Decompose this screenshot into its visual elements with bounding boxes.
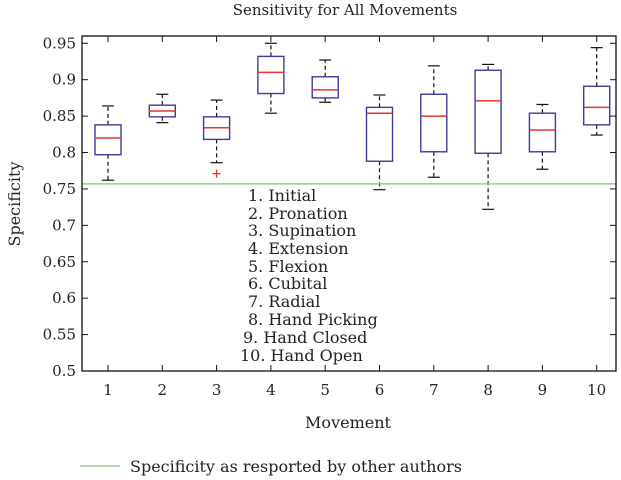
x-tick-label: 2 (158, 381, 168, 399)
y-tick-label: 0.65 (43, 253, 76, 271)
box-body (365, 106, 394, 162)
x-tick-label: 9 (538, 381, 548, 399)
box-body (474, 69, 502, 154)
box-10 (583, 47, 611, 136)
box-9 (528, 103, 557, 170)
x-tick-label: 8 (483, 381, 493, 399)
box-5 (311, 59, 339, 103)
outlier-point (212, 169, 221, 178)
movement-list-item: 5. Flexion (248, 257, 328, 276)
x-axis: 1 2 3 4 5 6 7 8 9 10 (103, 36, 606, 399)
box-body (420, 93, 448, 153)
y-tick-label: 0.5 (52, 362, 76, 380)
y-tick-label: 0.95 (43, 34, 76, 52)
x-tick-label: 6 (375, 381, 385, 399)
box-body (528, 112, 557, 153)
movement-list-item: 4. Extension (248, 239, 349, 258)
box-body (94, 124, 122, 156)
legend-label: Specificity as resported by other author… (130, 457, 462, 476)
y-tick-label: 0.75 (43, 180, 76, 198)
box-body (311, 76, 339, 99)
y-tick-label: 0.8 (52, 144, 76, 162)
legend: Specificity as resported by other author… (80, 457, 462, 476)
x-axis-label: Movement (305, 413, 391, 432)
movement-list-item: 9. Hand Closed (243, 328, 367, 347)
movement-list-item: 6. Cubital (248, 274, 327, 293)
box-1 (94, 105, 122, 181)
box-4 (257, 42, 285, 114)
box-3 (202, 99, 231, 178)
y-axis: 0.5 0.55 0.6 0.65 0.7 0.75 0.8 0.85 0.9 0.95 (43, 34, 616, 380)
x-tick-label: 3 (212, 381, 222, 399)
box-7 (420, 65, 448, 178)
x-tick-label: 4 (266, 381, 276, 399)
y-axis-label: Specificity (5, 162, 24, 247)
box-2 (148, 93, 177, 124)
boxes-layer (94, 42, 611, 210)
x-tick-label: 10 (587, 381, 606, 399)
x-tick-label: 5 (320, 381, 330, 399)
y-tick-label: 0.85 (43, 107, 76, 125)
box-body (257, 55, 285, 95)
x-tick-label: 1 (103, 381, 113, 399)
box-8 (474, 63, 502, 210)
plot-frame (81, 35, 617, 372)
y-tick-label: 0.6 (52, 289, 76, 307)
movement-list-item: 8. Hand Picking (248, 310, 378, 329)
movement-list-item: 1. Initial (248, 186, 316, 205)
y-tick-label: 0.9 (52, 71, 76, 89)
movement-list-item: 10. Hand Open (240, 346, 363, 365)
y-tick-label: 0.55 (43, 326, 76, 344)
x-tick-label: 7 (429, 381, 439, 399)
box-6 (365, 94, 394, 191)
chart-title: Sensitivity for All Movements (233, 1, 458, 19)
movement-list-item: 2. Pronation (248, 204, 348, 223)
y-tick-label: 0.7 (52, 216, 76, 234)
box-body (583, 85, 611, 126)
movement-list-item: 7. Radial (248, 292, 320, 311)
movement-list-item: 3. Supination (248, 221, 356, 240)
